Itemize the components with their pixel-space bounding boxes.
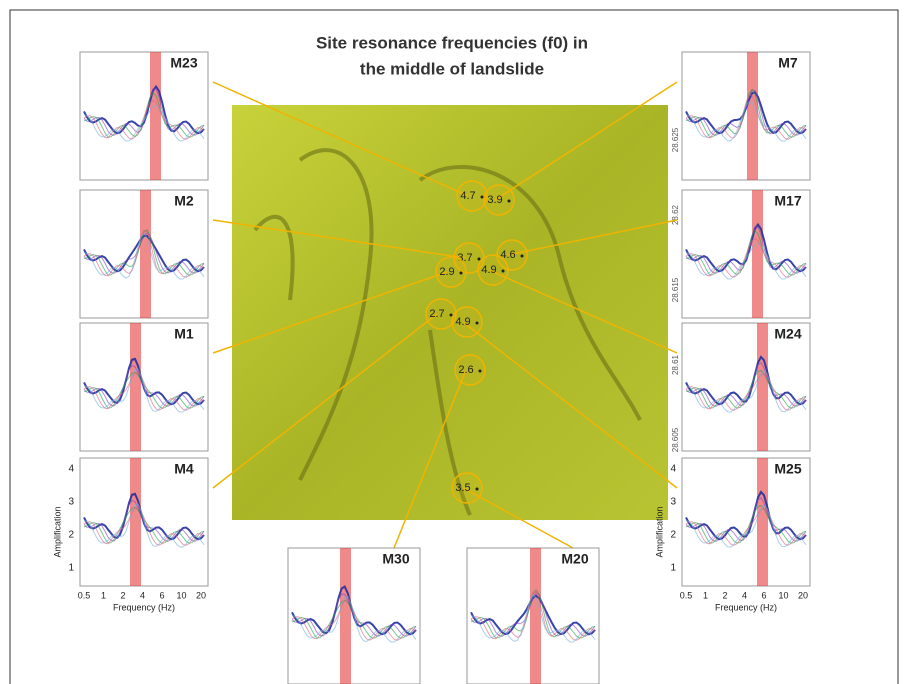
- site-value: 4.9: [455, 316, 470, 328]
- x-tick-label: 0.5: [680, 590, 693, 600]
- y-tick-label: 1: [670, 563, 676, 574]
- y-axis-label: Amplification: [52, 506, 62, 557]
- x-axis-label: Frequency (Hz): [715, 602, 777, 612]
- panel: [682, 458, 810, 586]
- f0-band: [340, 548, 351, 684]
- f0-band: [752, 190, 763, 318]
- f0-band: [130, 323, 141, 451]
- title: the middle of landslide: [360, 59, 544, 78]
- x-tick-label: 0.5: [78, 590, 91, 600]
- site-value: 2.9: [439, 266, 454, 278]
- x-tick-label: 20: [196, 590, 206, 600]
- y-tick-label: 1: [68, 563, 74, 574]
- lat-label: 28.62: [671, 204, 680, 225]
- y-tick-label: 4: [670, 464, 676, 475]
- site-dot: [476, 322, 479, 325]
- site-value: 4.9: [481, 264, 496, 276]
- y-axis-label: Amplification: [654, 506, 664, 557]
- site-dot: [481, 196, 484, 199]
- x-tick-label: 2: [722, 590, 727, 600]
- x-tick-label: 2: [120, 590, 125, 600]
- panel-name: M2: [174, 193, 194, 209]
- f0-band: [140, 190, 151, 318]
- y-tick-label: 2: [670, 530, 676, 541]
- site-dot: [450, 314, 453, 317]
- panel-name: M23: [170, 55, 197, 71]
- site-value: 3.9: [487, 194, 502, 206]
- f0-band: [747, 52, 758, 180]
- site-dot: [508, 200, 511, 203]
- y-tick-label: 3: [670, 497, 676, 508]
- panel-name: M17: [774, 193, 801, 209]
- x-tick-label: 4: [742, 590, 747, 600]
- site-value: 2.6: [458, 364, 473, 376]
- lat-label: 28.615: [671, 277, 680, 302]
- lat-label: 28.61: [671, 354, 680, 375]
- f0-band: [130, 458, 141, 586]
- x-tick-label: 6: [159, 590, 164, 600]
- panel-name: M1: [174, 326, 194, 342]
- panel-name: M30: [382, 551, 409, 567]
- site-value: 4.7: [460, 190, 475, 202]
- x-tick-label: 4: [140, 590, 145, 600]
- panel-name: M24: [774, 326, 801, 342]
- panel: [682, 52, 810, 180]
- site-dot: [478, 258, 481, 261]
- y-tick-label: 3: [68, 497, 74, 508]
- x-tick-label: 6: [761, 590, 766, 600]
- panel: [682, 323, 810, 451]
- figure-canvas: Site resonance frequencies (f0) in the m…: [0, 0, 908, 684]
- site-dot: [521, 255, 524, 258]
- title: Site resonance frequencies (f0) in: [316, 33, 588, 52]
- site-dot: [476, 488, 479, 491]
- y-tick-label: 2: [68, 530, 74, 541]
- x-axis-label: Frequency (Hz): [113, 602, 175, 612]
- f0-band: [757, 323, 768, 451]
- x-tick-label: 1: [703, 590, 708, 600]
- x-tick-label: 1: [101, 590, 106, 600]
- x-tick-label: 20: [798, 590, 808, 600]
- panel-name: M4: [174, 461, 194, 477]
- site-dot: [502, 270, 505, 273]
- f0-band: [530, 548, 541, 684]
- site-value: 2.7: [429, 308, 444, 320]
- lat-label: 28.625: [671, 127, 680, 152]
- panel-name: M25: [774, 461, 801, 477]
- x-tick-label: 10: [176, 590, 186, 600]
- y-tick-label: 4: [68, 464, 74, 475]
- site-dot: [460, 272, 463, 275]
- f0-band: [150, 52, 161, 180]
- site-dot: [479, 370, 482, 373]
- site-value: 3.5: [455, 482, 470, 494]
- x-tick-label: 10: [778, 590, 788, 600]
- f0-band: [757, 458, 768, 586]
- figure: Site resonance frequencies (f0) in the m…: [0, 0, 908, 684]
- panel-name: M20: [561, 551, 588, 567]
- lat-label: 28.605: [671, 427, 680, 452]
- panel-name: M7: [778, 55, 798, 71]
